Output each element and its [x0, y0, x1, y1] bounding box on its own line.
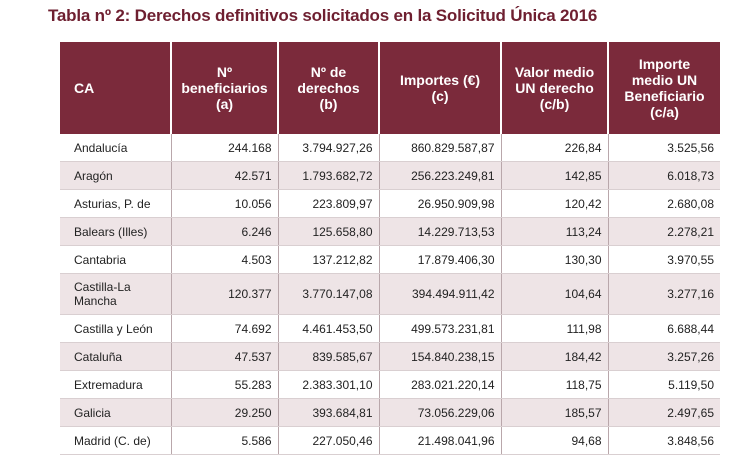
cell-ca: Cataluña: [60, 342, 171, 371]
cell-ca: Aragón: [60, 161, 171, 190]
cell-beneficiarios: 4.503: [170, 245, 278, 274]
cell-importe-medio: 3.848,56: [607, 426, 720, 455]
cell-importes: 26.950.909,98: [378, 189, 501, 218]
table-row: Andalucía 244.168 3.794.927,26 860.829.587,…: [60, 134, 720, 162]
cell-derechos: 227.050,46: [277, 426, 379, 455]
cell-ca: Extremadura: [60, 370, 171, 399]
cell-ca: Madrid (C. de): [60, 426, 171, 455]
cell-beneficiarios: 42.571: [170, 161, 278, 190]
header-beneficiarios: Nº beneficiarios (a): [170, 42, 278, 134]
cell-beneficiarios: 29.250: [170, 398, 278, 427]
header-importe-medio: Importe medio UN Beneficiario (c/a): [607, 42, 720, 134]
cell-importes: 283.021.220,14: [378, 370, 501, 399]
cell-ca: Castilla-La Mancha: [60, 273, 171, 315]
cell-ca: Balears (Illes): [60, 217, 171, 246]
cell-derechos: 223.809,97: [277, 189, 379, 218]
cell-ca: Cantabria: [60, 245, 171, 274]
table-row: Castilla-La Mancha 120.377 3.770.147,08 394…: [60, 273, 720, 315]
cell-importes: 73.056.229,06: [378, 398, 501, 427]
cell-importes: 860.829.587,87: [378, 134, 501, 162]
cell-derechos: 125.658,80: [277, 217, 379, 246]
table-row: Cantabria 4.503 137.212,82 17.879.406,30 130…: [60, 245, 720, 274]
cell-derechos: 839.585,67: [277, 342, 379, 371]
cell-importes: 499.573.231,81: [378, 314, 501, 343]
cell-valor-medio: 184,42: [500, 342, 608, 371]
cell-valor-medio: 94,68: [500, 426, 608, 455]
cell-beneficiarios: 6.246: [170, 217, 278, 246]
cell-valor-medio: 120,42: [500, 189, 608, 218]
header-derechos: Nº de derechos (b): [277, 42, 379, 134]
header-ca: CA: [60, 42, 171, 134]
cell-importes: 14.229.713,53: [378, 217, 501, 246]
cell-valor-medio: 113,24: [500, 217, 608, 246]
cell-ca: Asturias, P. de: [60, 189, 171, 218]
cell-importe-medio: 2.278,21: [607, 217, 720, 246]
cell-valor-medio: 185,57: [500, 398, 608, 427]
cell-valor-medio: 130,30: [500, 245, 608, 274]
cell-beneficiarios: 47.537: [170, 342, 278, 371]
cell-importes: 154.840.238,15: [378, 342, 501, 371]
header-importes: Importes (€) (c): [378, 42, 501, 134]
cell-valor-medio: 111,98: [500, 314, 608, 343]
cell-importes: 394.494.911,42: [378, 273, 501, 315]
cell-importes: 21.498.041,96: [378, 426, 501, 455]
cell-beneficiarios: 10.056: [170, 189, 278, 218]
table-row: Madrid (C. de) 5.586 227.050,46 21.498.041,…: [60, 426, 720, 455]
cell-beneficiarios: 55.283: [170, 370, 278, 399]
cell-importe-medio: 6.018,73: [607, 161, 720, 190]
cell-derechos: 393.684,81: [277, 398, 379, 427]
cell-valor-medio: 226,84: [500, 134, 608, 162]
table-row: Balears (Illes) 6.246 125.658,80 14.229.713…: [60, 217, 720, 246]
table-row: Galicia 29.250 393.684,81 73.056.229,06 185,…: [60, 398, 720, 427]
cell-ca: Galicia: [60, 398, 171, 427]
cell-beneficiarios: 5.586: [170, 426, 278, 455]
cell-valor-medio: 104,64: [500, 273, 608, 315]
cell-valor-medio: 118,75: [500, 370, 608, 399]
cell-beneficiarios: 120.377: [170, 273, 278, 315]
cell-importe-medio: 2.680,08: [607, 189, 720, 218]
cell-derechos: 2.383.301,10: [277, 370, 379, 399]
data-table: CA Nº beneficiarios (a) Nº de derechos (…: [60, 42, 720, 455]
cell-importe-medio: 5.119,50: [607, 370, 720, 399]
header-valor-medio: Valor medio UN derecho (c/b): [500, 42, 608, 134]
table-row: Extremadura 55.283 2.383.301,10 283.021.220…: [60, 370, 720, 399]
cell-importe-medio: 3.525,56: [607, 134, 720, 162]
cell-importes: 17.879.406,30: [378, 245, 501, 274]
cell-derechos: 1.793.682,72: [277, 161, 379, 190]
cell-importe-medio: 6.688,44: [607, 314, 720, 343]
cell-beneficiarios: 74.692: [170, 314, 278, 343]
table-row: Cataluña 47.537 839.585,67 154.840.238,15 18…: [60, 342, 720, 371]
table-row: Aragón 42.571 1.793.682,72 256.223.249,81 14…: [60, 161, 720, 190]
cell-importe-medio: 2.497,65: [607, 398, 720, 427]
cell-importe-medio: 3.970,55: [607, 245, 720, 274]
cell-ca: Castilla y León: [60, 314, 171, 343]
cell-derechos: 3.770.147,08: [277, 273, 379, 315]
cell-beneficiarios: 244.168: [170, 134, 278, 162]
cell-ca: Andalucía: [60, 134, 171, 162]
cell-importes: 256.223.249,81: [378, 161, 501, 190]
cell-importe-medio: 3.257,26: [607, 342, 720, 371]
cell-derechos: 3.794.927,26: [277, 134, 379, 162]
table-row: Asturias, P. de 10.056 223.809,97 26.950.90…: [60, 189, 720, 218]
table-header-row: CA Nº beneficiarios (a) Nº de derechos (…: [60, 42, 720, 134]
cell-valor-medio: 142,85: [500, 161, 608, 190]
cell-derechos: 137.212,82: [277, 245, 379, 274]
table-body: Andalucía 244.168 3.794.927,26 860.829.587,…: [60, 134, 720, 455]
table-title: Tabla nº 2: Derechos definitivos solicit…: [48, 6, 598, 25]
table-row: Castilla y León 74.692 4.461.453,50 499.573…: [60, 314, 720, 343]
cell-derechos: 4.461.453,50: [277, 314, 379, 343]
cell-importe-medio: 3.277,16: [607, 273, 720, 315]
